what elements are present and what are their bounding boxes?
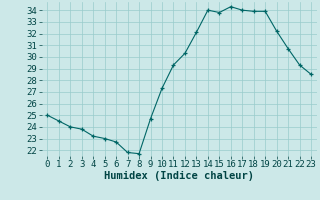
- X-axis label: Humidex (Indice chaleur): Humidex (Indice chaleur): [104, 171, 254, 181]
